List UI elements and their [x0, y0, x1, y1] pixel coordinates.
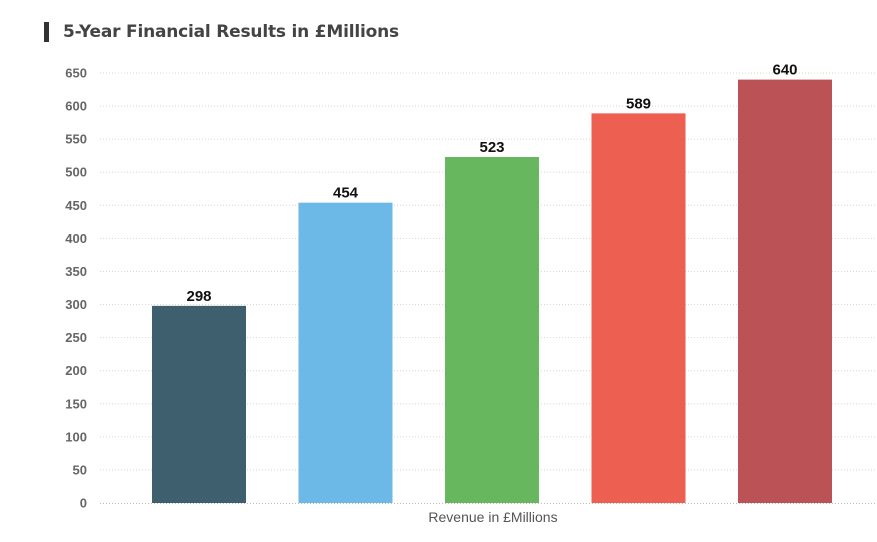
y-tick-label: 250	[65, 330, 87, 345]
y-axis-ticks: 0 50 100 150 200 250 300 350 400 450 500 550 600 650	[65, 66, 87, 511]
y-tick-label: 50	[73, 462, 87, 477]
y-tick-label: 500	[65, 165, 87, 180]
y-tick-label: 300	[65, 297, 87, 312]
y-tick-label: 450	[65, 198, 87, 213]
y-tick-label: 150	[65, 396, 87, 411]
y-tick-label: 600	[65, 99, 87, 114]
y-tick-label: 100	[65, 429, 87, 444]
bar-value-label: 640	[772, 62, 797, 79]
bar	[298, 202, 393, 503]
bar	[445, 157, 539, 503]
y-tick-label: 550	[65, 132, 87, 147]
chart-title-block: 5-Year Financial Results in £Millions	[44, 20, 399, 44]
data-labels: 298 454 523 589 640	[186, 62, 797, 305]
y-tick-label: 200	[65, 363, 87, 378]
chart-title: 5-Year Financial Results in £Millions	[63, 22, 399, 42]
title-accent-bar	[44, 22, 49, 42]
bars	[152, 79, 832, 503]
y-tick-label: 400	[65, 231, 87, 246]
bar-value-label: 454	[333, 185, 359, 202]
bar-value-label: 589	[626, 95, 651, 112]
y-tick-label: 0	[80, 496, 87, 511]
bar-value-label: 298	[186, 288, 211, 305]
bar	[152, 305, 246, 503]
y-tick-label: 650	[65, 66, 87, 81]
bar	[738, 79, 832, 503]
y-tick-label: 350	[65, 264, 87, 279]
x-axis-label: Revenue in £Millions	[428, 509, 557, 525]
bar-value-label: 523	[479, 139, 504, 156]
bar	[591, 113, 686, 503]
